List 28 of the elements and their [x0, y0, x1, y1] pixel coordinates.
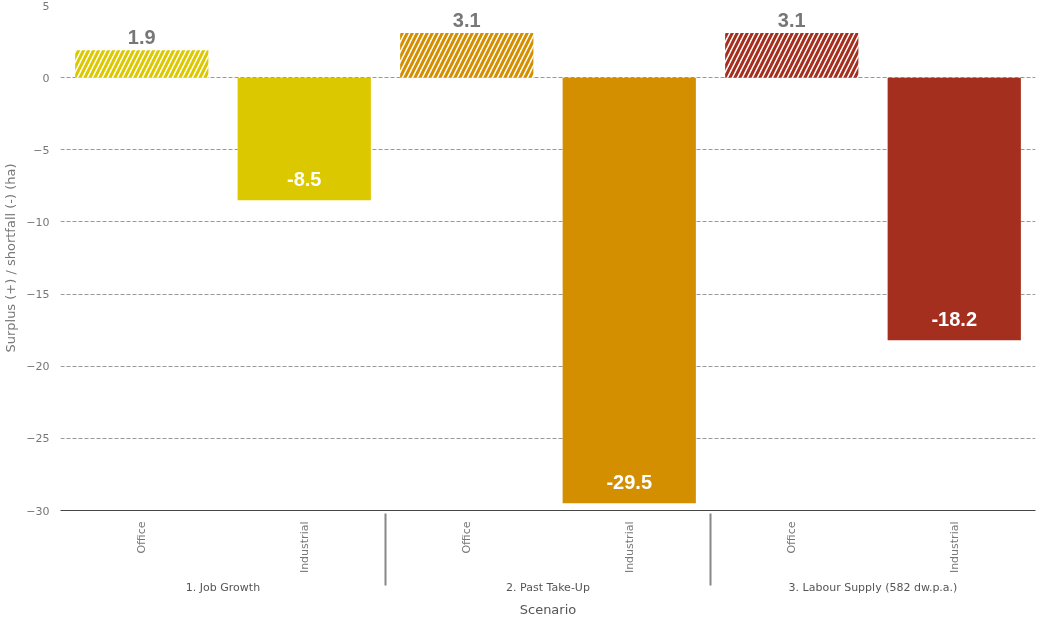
y-tick-label: 5	[42, 0, 50, 13]
x-tick-label: Industrial	[297, 521, 311, 574]
x-tick-label: Office	[460, 521, 474, 554]
y-tick-label: −15	[26, 288, 50, 302]
text: 3. Labour Supply (582 dw.p.a.)	[788, 581, 958, 595]
y-axis-title: Surplus (+) / shortfall (-) (ha)	[3, 163, 19, 353]
y-tick-label: −30	[26, 504, 50, 518]
data-label: -29.5	[606, 470, 653, 493]
x-tick-label: Office	[135, 521, 149, 554]
text: 2. Past Take-Up	[506, 581, 590, 595]
text: 1. Job Growth	[185, 581, 261, 595]
bar	[562, 77, 696, 504]
x-tick-label: Office	[785, 521, 799, 554]
bar	[237, 77, 371, 201]
y-tick-label: −25	[26, 432, 50, 446]
y-tick-label: −10	[26, 215, 50, 229]
y-tick-label: −5	[33, 143, 50, 157]
x-axis-title: Scenario	[519, 602, 577, 618]
x-tick-label: Industrial	[947, 521, 961, 574]
y-tick-label: −20	[26, 360, 50, 374]
data-label: 3.1	[452, 9, 481, 32]
data-label: 1.9	[127, 26, 156, 49]
bar	[887, 77, 1021, 341]
data-label: -8.5	[287, 167, 322, 190]
data-label: 3.1	[777, 9, 806, 32]
x-tick-label: Industrial	[622, 521, 636, 574]
data-label: -18.2	[931, 307, 978, 330]
y-tick-label: 0	[42, 71, 50, 85]
